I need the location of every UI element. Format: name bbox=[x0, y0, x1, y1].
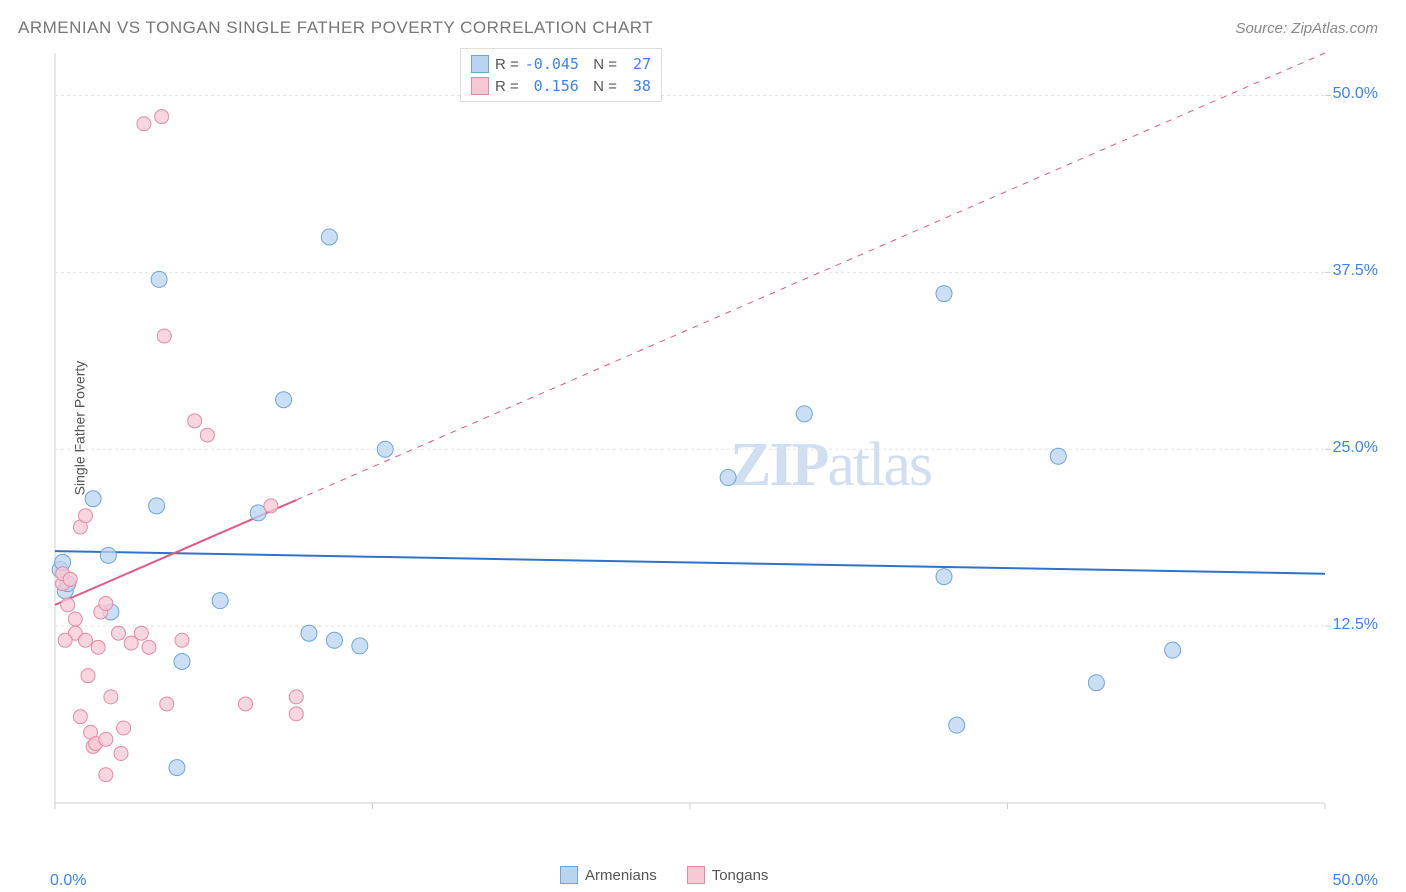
y-tick-label: 12.5% bbox=[1333, 616, 1378, 634]
x-axis-max-label: 50.0% bbox=[1333, 872, 1378, 890]
swatch-icon bbox=[471, 55, 489, 73]
correlation-legend: R = -0.045 N = 27 R = 0.156 N = 38 bbox=[460, 48, 662, 102]
legend-item-armenians: Armenians bbox=[560, 866, 657, 884]
scatter-plot bbox=[50, 48, 1380, 838]
swatch-icon bbox=[687, 866, 705, 884]
n-value: 27 bbox=[623, 55, 651, 73]
series-legend: Armenians Tongans bbox=[560, 866, 768, 884]
n-label: N = bbox=[585, 78, 617, 95]
y-tick-label: 25.0% bbox=[1333, 439, 1378, 457]
legend-item-tongans: Tongans bbox=[687, 866, 769, 884]
source-label: Source: ZipAtlas.com bbox=[1235, 20, 1378, 37]
y-tick-label: 37.5% bbox=[1333, 262, 1378, 280]
swatch-icon bbox=[471, 77, 489, 95]
r-value: 0.156 bbox=[525, 77, 579, 95]
chart-title: ARMENIAN VS TONGAN SINGLE FATHER POVERTY… bbox=[18, 18, 653, 38]
legend-label: Armenians bbox=[585, 867, 657, 884]
legend-row-tongans: R = 0.156 N = 38 bbox=[471, 75, 651, 97]
r-value: -0.045 bbox=[525, 55, 579, 73]
legend-label: Tongans bbox=[712, 867, 769, 884]
swatch-icon bbox=[560, 866, 578, 884]
y-tick-label: 50.0% bbox=[1333, 85, 1378, 103]
r-label: R = bbox=[495, 56, 519, 73]
n-label: N = bbox=[585, 56, 617, 73]
r-label: R = bbox=[495, 78, 519, 95]
x-axis-min-label: 0.0% bbox=[50, 872, 86, 890]
n-value: 38 bbox=[623, 77, 651, 95]
legend-row-armenians: R = -0.045 N = 27 bbox=[471, 53, 651, 75]
